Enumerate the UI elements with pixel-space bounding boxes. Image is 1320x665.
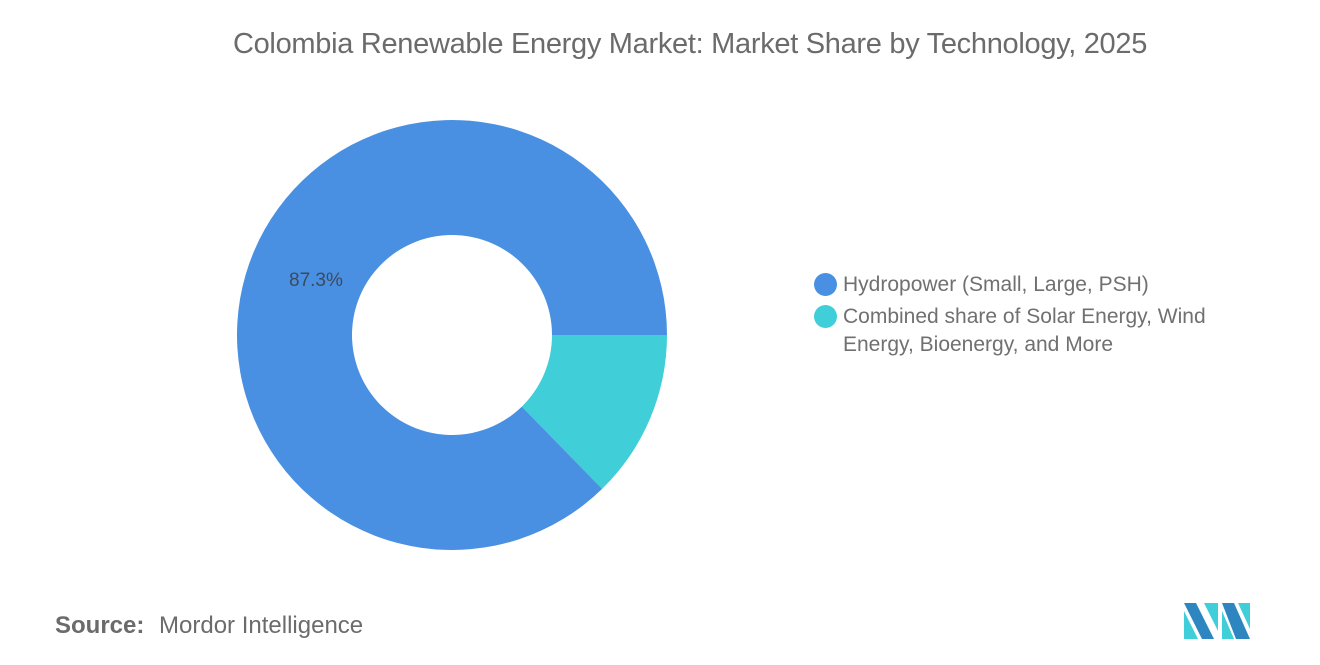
legend-swatch-hydropower-icon bbox=[814, 273, 837, 296]
source-value: Mordor Intelligence bbox=[159, 612, 364, 639]
legend-item-hydropower[interactable]: Hydropower (Small, Large, PSH) bbox=[814, 271, 1254, 299]
legend-item-combined-other[interactable]: Combined share of Solar Energy, Wind Ene… bbox=[814, 303, 1254, 359]
legend-label-hydropower: Hydropower (Small, Large, PSH) bbox=[843, 273, 1149, 296]
source-key: Source: bbox=[55, 612, 145, 639]
slice-hydropower[interactable] bbox=[237, 119, 667, 550]
slice-label-hydropower: 87.3% bbox=[289, 270, 343, 291]
mordor-intelligence-logo-icon bbox=[1184, 603, 1250, 639]
slice-combined-other[interactable] bbox=[521, 335, 667, 489]
legend-swatch-combined-other-icon bbox=[814, 305, 837, 328]
legend: Hydropower (Small, Large, PSH) Combined … bbox=[814, 271, 1254, 363]
source-attribution: Source: Mordor Intelligence bbox=[55, 612, 363, 640]
legend-label-combined-other: Combined share of Solar Energy, Wind Ene… bbox=[843, 305, 1206, 356]
chart-title: Colombia Renewable Energy Market: Market… bbox=[232, 28, 1148, 60]
donut-slices bbox=[237, 119, 667, 550]
